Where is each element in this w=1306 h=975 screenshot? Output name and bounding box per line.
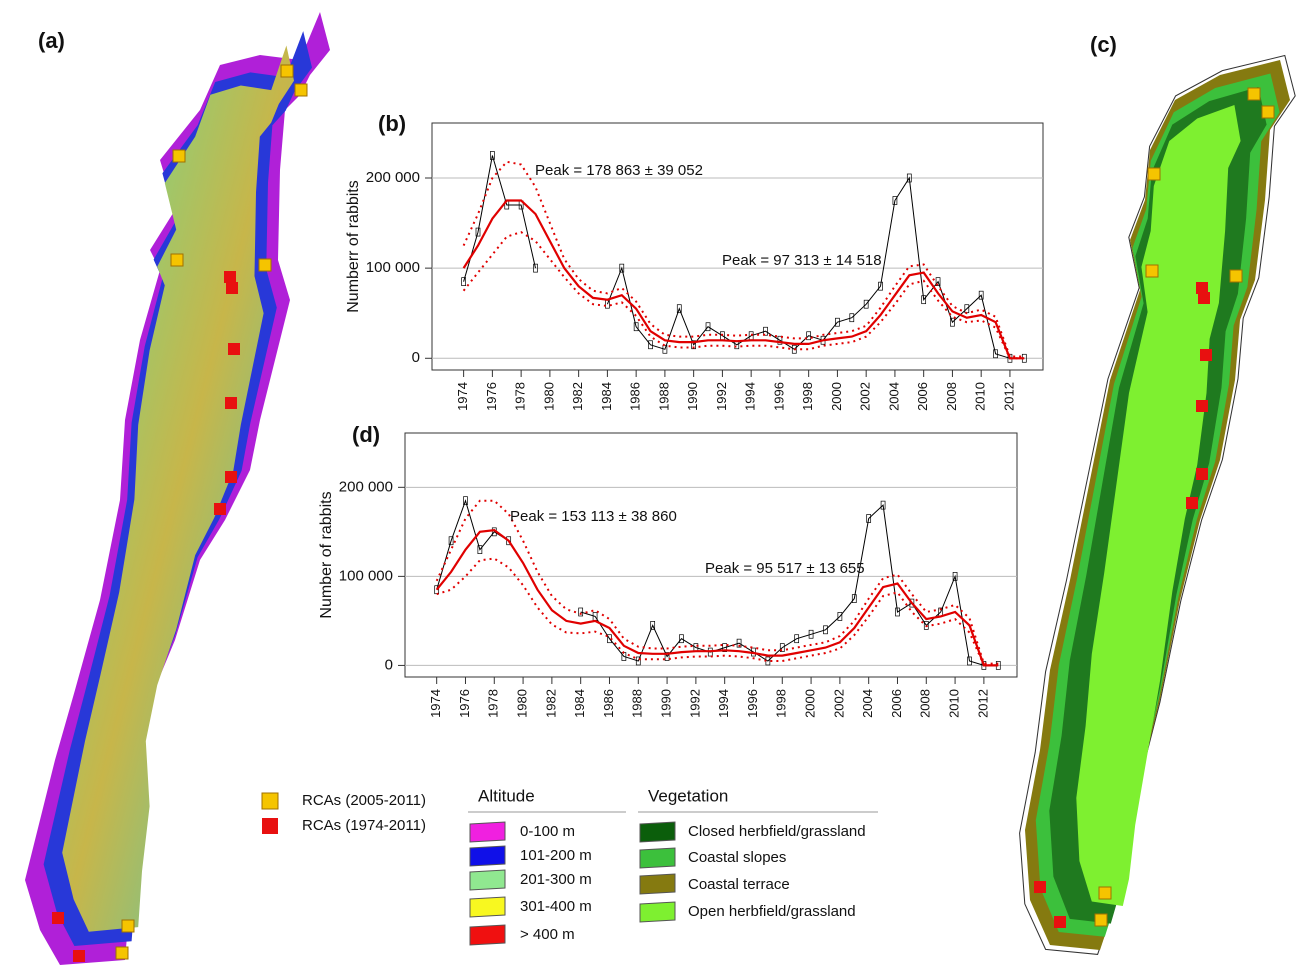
x-tick-label: 1984 xyxy=(599,382,614,411)
x-tick-label: 1976 xyxy=(457,689,472,718)
panel-label: (b) xyxy=(378,111,406,136)
series-line xyxy=(437,501,999,666)
x-tick-label: 1990 xyxy=(685,382,700,411)
x-tick-label: 1994 xyxy=(716,689,731,718)
x-tick-label: 1998 xyxy=(800,382,815,411)
x-tick-label: 2000 xyxy=(803,689,818,718)
legend-label: Coastal slopes xyxy=(688,849,786,866)
y-tick-label: 0 xyxy=(385,656,393,673)
x-tick-label: 1996 xyxy=(745,689,760,718)
x-tick-label: 2004 xyxy=(860,689,875,718)
legend-label: Open herbfield/grassland xyxy=(688,903,856,920)
y-axis-label: Numberr of rabbits xyxy=(345,180,362,313)
figure: (a) (c) RCAs (2005-2011) RCAs (1974-2011… xyxy=(0,0,1306,975)
legend-swatch xyxy=(262,818,278,834)
x-tick-label: 2006 xyxy=(915,382,930,411)
x-tick-label: 1976 xyxy=(484,382,499,411)
altitude-map xyxy=(25,12,330,965)
x-tick-label: 2010 xyxy=(973,382,988,411)
plot-frame xyxy=(432,123,1043,370)
x-tick-label: 1980 xyxy=(515,689,530,718)
x-tick-label: 2004 xyxy=(886,382,901,411)
x-tick-label: 1994 xyxy=(743,382,758,411)
legend-label: 201-300 m xyxy=(520,871,592,888)
annotation: Peak = 153 113 ± 38 860 xyxy=(510,508,677,525)
legend-label: > 400 m xyxy=(520,926,575,943)
x-tick-label: 2012 xyxy=(1001,382,1016,411)
x-tick-label: 1982 xyxy=(570,382,585,411)
legend-label: RCAs (2005-2011) xyxy=(302,792,426,809)
legend-label: RCAs (1974-2011) xyxy=(302,817,426,834)
y-tick-label: 0 xyxy=(412,349,420,366)
x-tick-label: 1988 xyxy=(630,689,645,718)
vegetation-map xyxy=(1020,56,1296,955)
legend: RCAs (2005-2011) RCAs (1974-2011) Altitu… xyxy=(262,786,878,945)
x-tick-label: 1986 xyxy=(601,689,616,718)
x-tick-label: 1990 xyxy=(659,689,674,718)
x-tick-label: 1986 xyxy=(628,382,643,411)
y-tick-label: 100 000 xyxy=(339,567,393,584)
x-tick-label: 1988 xyxy=(656,382,671,411)
x-tick-label: 2008 xyxy=(944,382,959,411)
x-tick-label: 1974 xyxy=(455,382,470,411)
x-tick-label: 1974 xyxy=(428,689,443,718)
y-tick-label: 200 000 xyxy=(366,169,420,186)
x-tick-label: 1984 xyxy=(572,689,587,718)
series-line xyxy=(437,530,999,665)
x-tick-label: 1982 xyxy=(543,689,558,718)
x-tick-label: 1980 xyxy=(541,382,556,411)
x-tick-label: 2002 xyxy=(831,689,846,718)
legend-label: Coastal terrace xyxy=(688,876,790,893)
x-tick-label: 2010 xyxy=(947,689,962,718)
x-tick-label: 2012 xyxy=(975,689,990,718)
x-tick-label: 1978 xyxy=(513,382,528,411)
panel-label: (a) xyxy=(38,28,65,53)
annotation: Peak = 95 517 ± 13 655 xyxy=(705,560,865,577)
x-tick-label: 2006 xyxy=(889,689,904,718)
annotation: Peak = 178 863 ± 39 052 xyxy=(535,162,703,179)
x-tick-label: 1992 xyxy=(687,689,702,718)
line-chart: (b) Numberr of rabbits 0 100 000 200 000 1974… xyxy=(345,111,1043,411)
y-tick-label: 100 000 xyxy=(366,259,420,276)
legend-swatch xyxy=(262,793,278,809)
x-tick-label: 1998 xyxy=(774,689,789,718)
legend-label: 101-200 m xyxy=(520,847,592,864)
x-tick-label: 1996 xyxy=(771,382,786,411)
legend-title: Altitude xyxy=(478,786,535,805)
panel-label: (c) xyxy=(1090,32,1117,57)
annotation: Peak = 97 313 ± 14 518 xyxy=(722,252,882,269)
x-tick-label: 1978 xyxy=(486,689,501,718)
series-line xyxy=(437,501,999,664)
x-tick-label: 2002 xyxy=(858,382,873,411)
legend-label: 0-100 m xyxy=(520,823,575,840)
legend-label: Closed herbfield/grassland xyxy=(688,823,866,840)
legend-label: 301-400 m xyxy=(520,898,592,915)
y-tick-label: 200 000 xyxy=(339,478,393,495)
x-tick-label: 2000 xyxy=(829,382,844,411)
legend-title: Vegetation xyxy=(648,786,728,805)
x-tick-label: 2008 xyxy=(918,689,933,718)
panel-label: (d) xyxy=(352,422,380,447)
y-axis-label: Number of rabbits xyxy=(318,491,335,618)
line-chart: (d) Number of rabbits 0 100 000 200 000 1974 1… xyxy=(318,422,1017,718)
x-tick-label: 1992 xyxy=(714,382,729,411)
plot-frame xyxy=(405,433,1017,677)
